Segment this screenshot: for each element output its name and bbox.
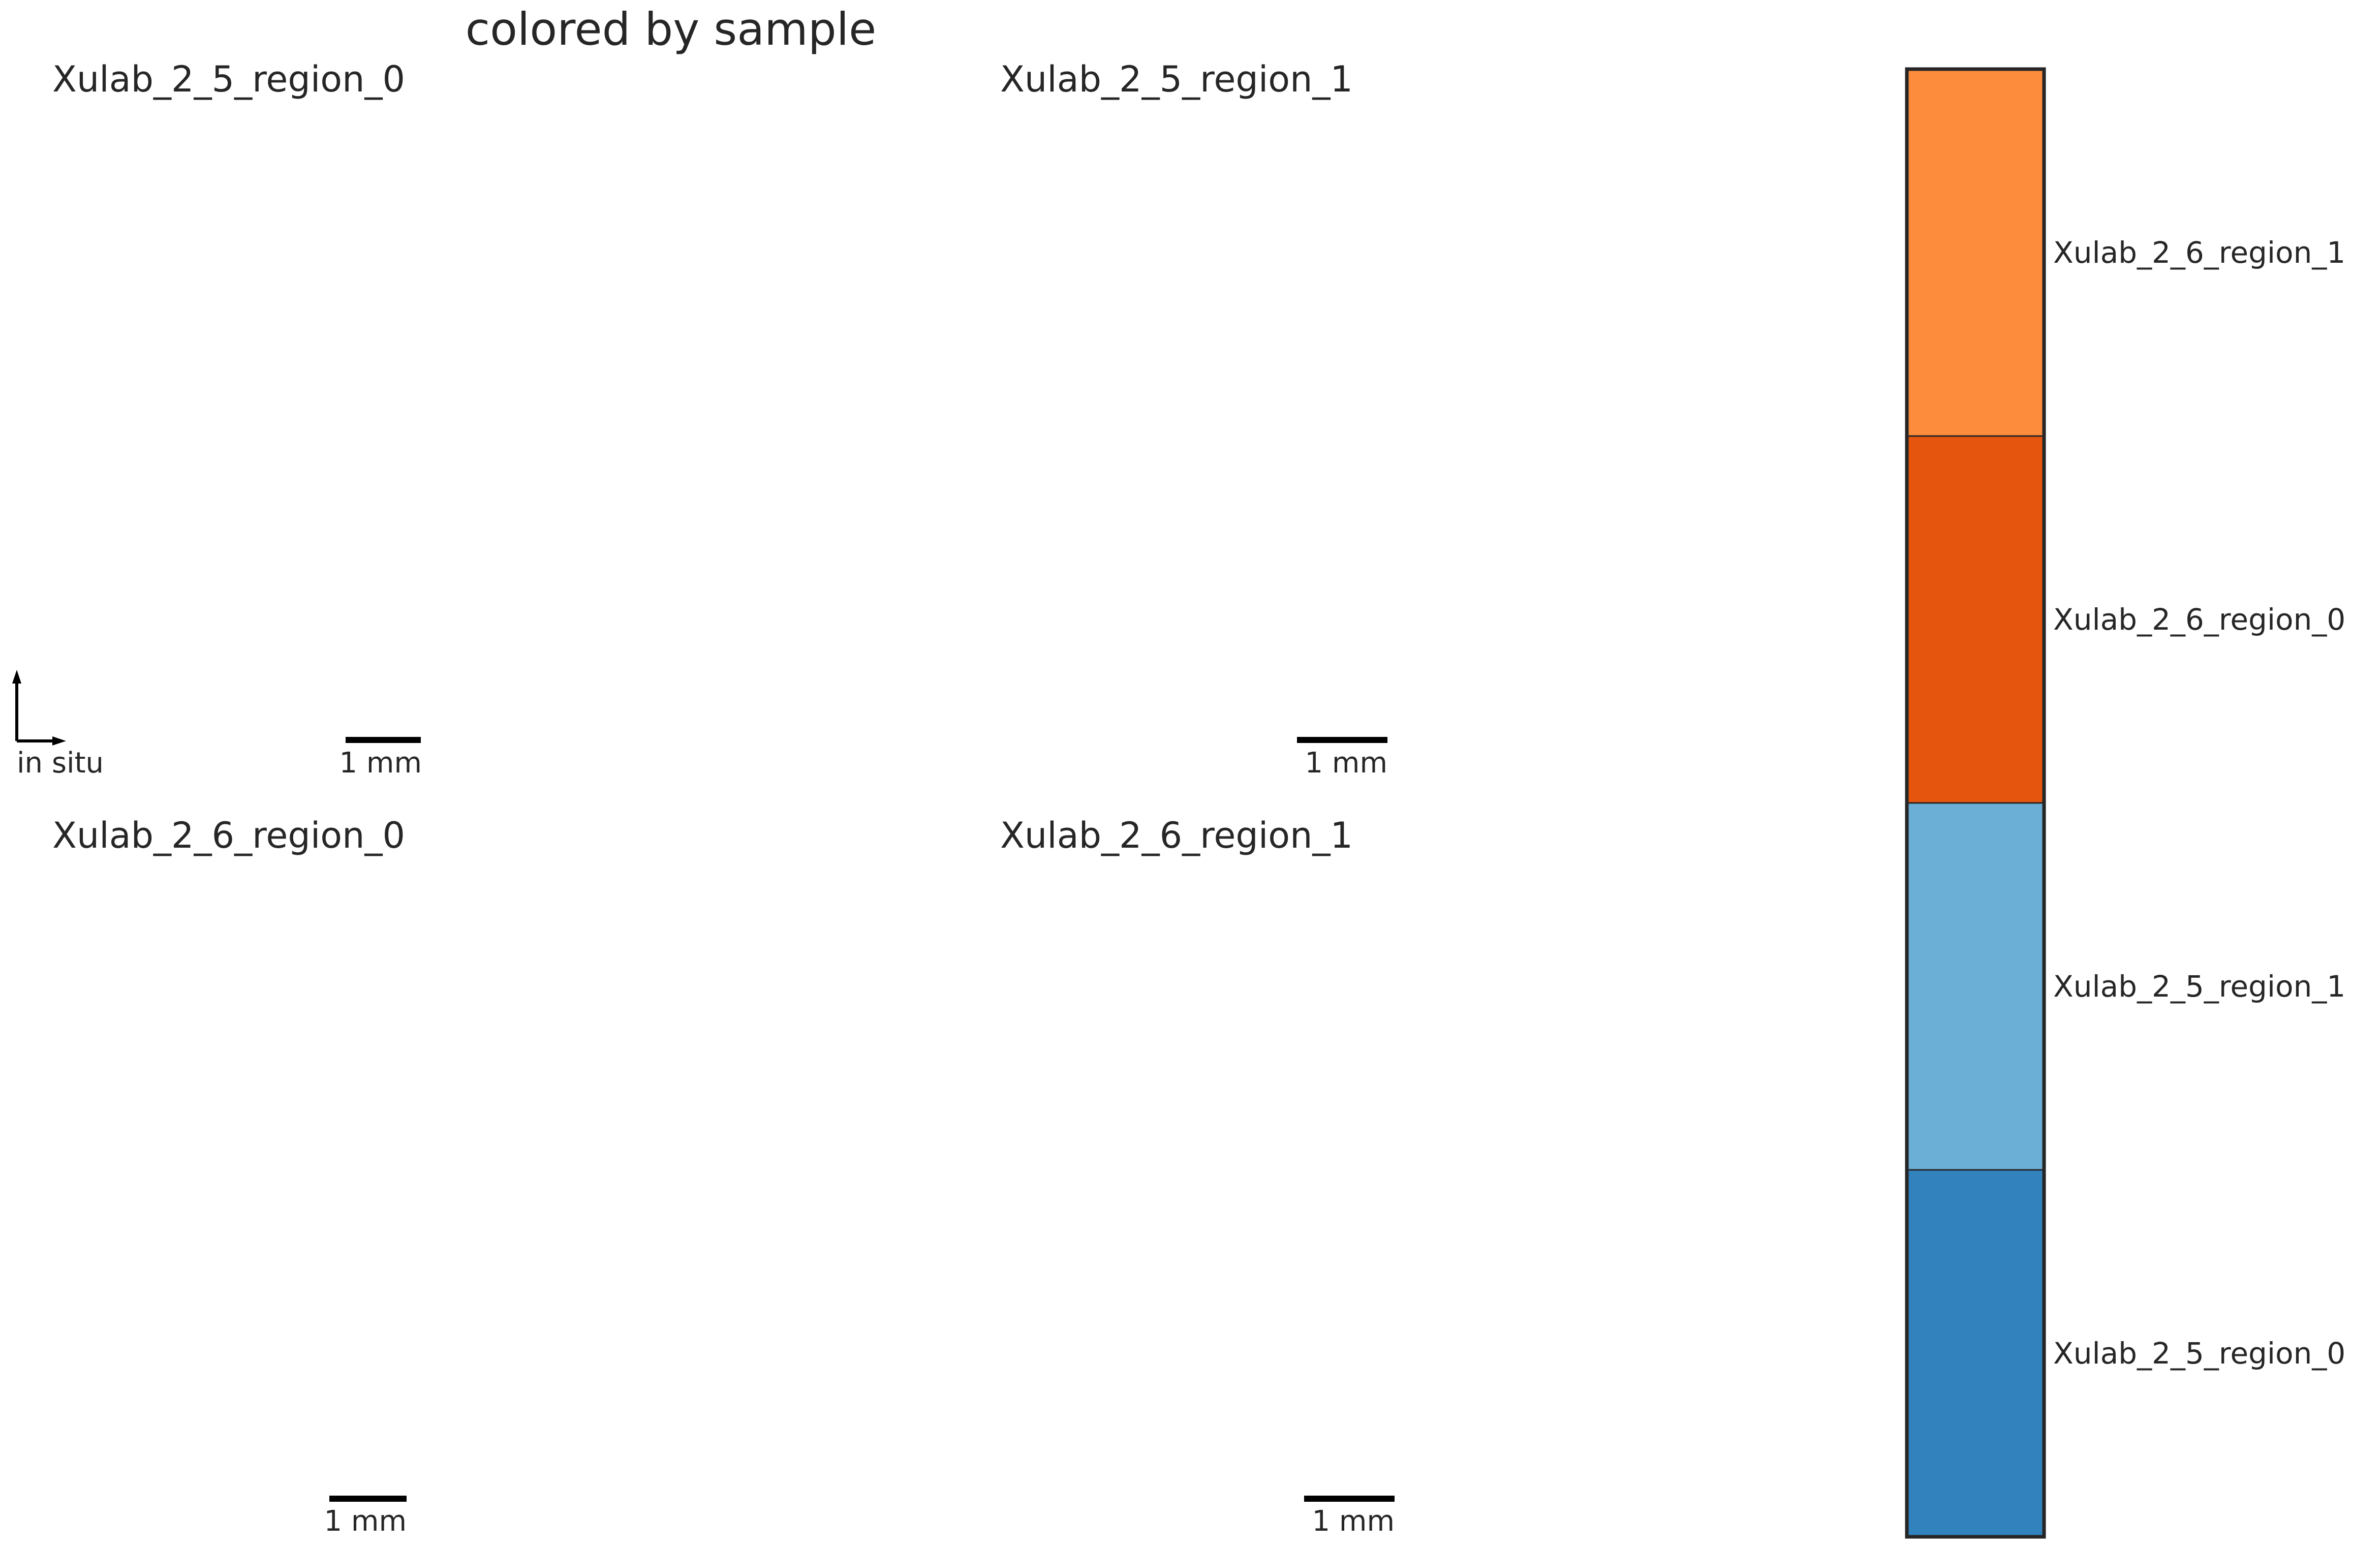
legend-labels: Xulab_2_6_region_1 Xulab_2_6_region_0 Xula… [2053, 235, 2345, 1371]
legend-label: Xulab_2_5_region_1 [2053, 969, 2345, 1004]
scalebar-label: 1 mm [1305, 747, 1387, 780]
legend-label: Xulab_2_6_region_0 [2053, 602, 2345, 637]
panel-title: Xulab_2_5_region_0 [52, 58, 405, 100]
tissue-region [38, 873, 407, 1494]
tissue-region [945, 111, 1387, 732]
tissue-structure [1240, 232, 1378, 270]
tissue-scatter [940, 887, 1401, 1489]
tissue-structure [218, 973, 382, 1068]
coordinate-label: in situ [17, 747, 104, 780]
tissue-structure [1194, 1028, 1401, 1129]
legend-label: Xulab_2_6_region_1 [2053, 235, 2345, 270]
scalebar [1304, 1496, 1395, 1502]
tissue-structure [25, 217, 206, 321]
tissue-structure [1224, 1088, 1378, 1139]
panel-title: Xulab_2_6_region_0 [52, 815, 405, 856]
legend-label: Xulab_2_5_region_0 [2053, 1336, 2345, 1371]
tissue-scatter [38, 873, 407, 1494]
tissue-structure [1255, 189, 1388, 229]
panel-xulab-2-5-region-0: Xulab_2_5_region_0 in situ 1 mm [12, 58, 422, 780]
scalebar-label: 1 mm [1312, 1505, 1395, 1538]
legend-swatch [1906, 435, 2045, 804]
figure-title: colored by sample [466, 3, 877, 55]
scalebar [346, 737, 421, 743]
scalebar [1297, 737, 1387, 743]
legend-swatch [1906, 802, 2045, 1171]
scalebar-label: 1 mm [339, 747, 422, 780]
axis-arrowhead [52, 736, 66, 746]
scalebar-label: 1 mm [324, 1505, 407, 1538]
tissue-scatter [945, 111, 1388, 732]
legend-swatches [1906, 68, 2045, 1538]
tissue-structure [45, 262, 173, 321]
legend-swatch [1906, 68, 2045, 437]
axis-arrowhead [12, 670, 21, 684]
panel-xulab-2-6-region-1: Xulab_2_6_region_1 1 mm [940, 815, 1401, 1538]
panel-title: Xulab_2_5_region_1 [1000, 58, 1353, 100]
legend-frame [1905, 67, 2046, 1539]
tissue-region [940, 887, 1395, 1489]
coordinate-axes-icon [15, 676, 60, 742]
scalebar [329, 1496, 407, 1502]
panel-title: Xulab_2_6_region_1 [1000, 815, 1353, 856]
tissue-scatter [20, 109, 419, 737]
legend-swatch [1906, 1169, 2045, 1538]
panel-xulab-2-5-region-1: Xulab_2_5_region_1 1 mm [945, 58, 1388, 780]
tissue-region [20, 109, 419, 737]
tissue-structure [259, 1029, 351, 1063]
legend: Xulab_2_6_region_1 Xulab_2_6_region_0 Xula… [1905, 67, 2345, 1539]
panel-xulab-2-6-region-0: Xulab_2_6_region_0 1 mm [38, 815, 407, 1538]
